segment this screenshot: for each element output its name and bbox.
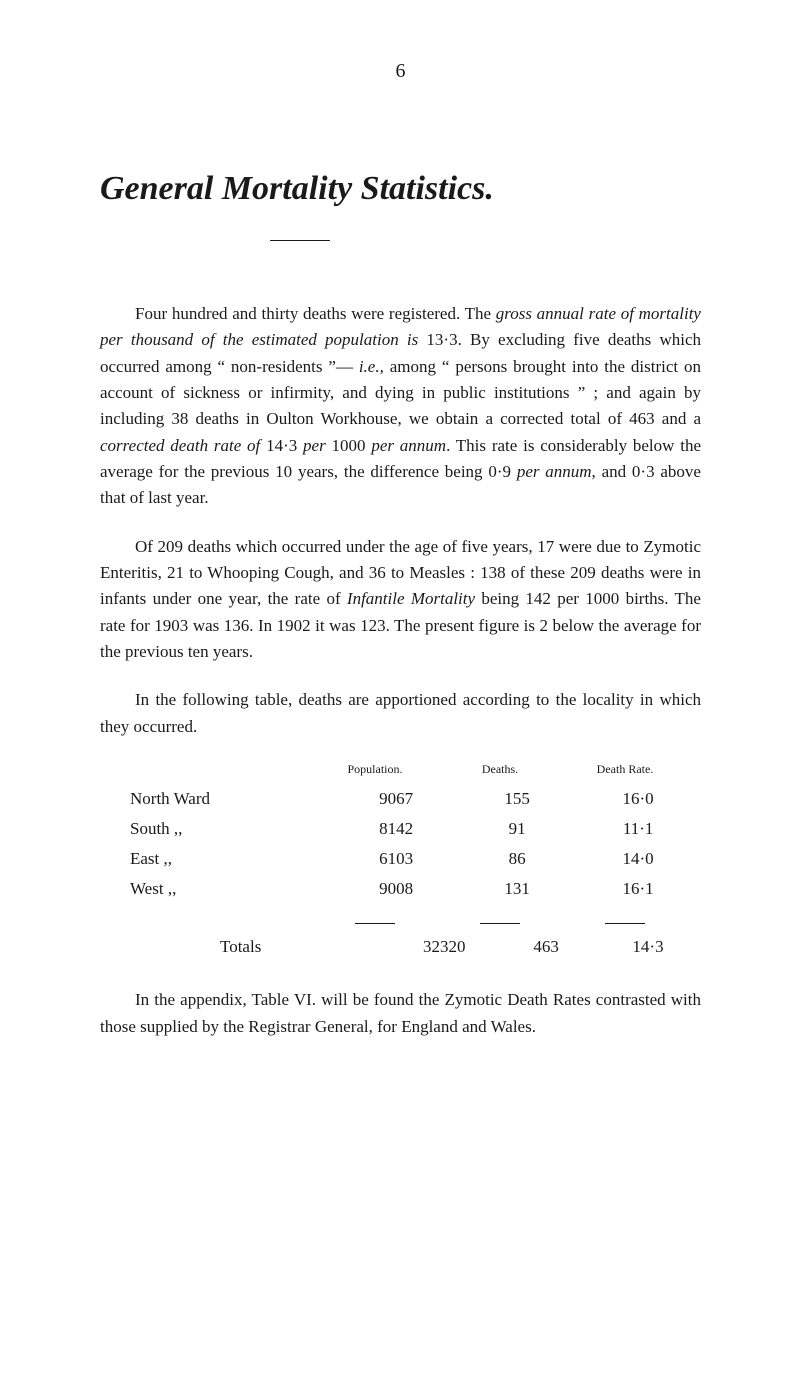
text: 14·3 (260, 436, 303, 455)
row-rate: 11·1 (575, 819, 701, 839)
text-italic: Infantile Mortality (347, 589, 475, 608)
row-deaths: 155 (459, 789, 575, 809)
table-row: South ,, 8142 91 11·1 (100, 819, 701, 839)
row-rate: 16·0 (575, 789, 701, 809)
row-rate: 14·3 (595, 937, 701, 957)
row-deaths: 131 (459, 879, 575, 899)
row-label: North Ward (100, 789, 333, 809)
title-rule (270, 240, 330, 241)
table-header-rate: Death Rate. (560, 762, 690, 777)
paragraph-3: In the following table, deaths are appor… (100, 687, 701, 740)
table-header-population: Population. (310, 762, 440, 777)
rule (355, 923, 395, 924)
row-population: 9008 (333, 879, 459, 899)
table-totals-row: Totals 32320 463 14·3 (100, 937, 701, 957)
row-population: 8142 (333, 819, 459, 839)
paragraph-2: Of 209 deaths which occurred under the a… (100, 534, 701, 666)
table-header-blank (100, 762, 310, 777)
paragraph-4: In the appendix, Table VI. will be found… (100, 987, 701, 1040)
text-italic: per annum (517, 462, 592, 481)
text-italic: corrected death rate of (100, 436, 260, 455)
row-deaths: 86 (459, 849, 575, 869)
text: Four hundred and thirty deaths were regi… (135, 304, 496, 323)
table-row: North Ward 9067 155 16·0 (100, 789, 701, 809)
table-rule-row (100, 909, 701, 929)
row-label: South ,, (100, 819, 333, 839)
row-label: Totals (100, 937, 391, 957)
page-title: General Mortality Statistics. (100, 170, 701, 208)
row-deaths: 91 (459, 819, 575, 839)
text: In the appendix, Table VI. will be found… (100, 990, 701, 1035)
row-rate: 16·1 (575, 879, 701, 899)
text-italic: per annum (371, 436, 446, 455)
table-header-deaths: Deaths. (440, 762, 560, 777)
rule (605, 923, 645, 924)
row-population: 32320 (391, 937, 497, 957)
text: In the following table, deaths are appor… (100, 690, 701, 735)
row-population: 9067 (333, 789, 459, 809)
text-italic: per (303, 436, 326, 455)
row-rate: 14·0 (575, 849, 701, 869)
rule (480, 923, 520, 924)
page: 6 General Mortality Statistics. Four hun… (0, 0, 801, 1393)
row-label: West ,, (100, 879, 333, 899)
text-italic: i.e. (359, 357, 380, 376)
row-label: East ,, (100, 849, 333, 869)
mortality-table: Population. Deaths. Death Rate. North Wa… (100, 762, 701, 957)
row-population: 6103 (333, 849, 459, 869)
row-deaths: 463 (497, 937, 595, 957)
text: 1000 (326, 436, 372, 455)
page-number: 6 (0, 60, 801, 83)
table-row: East ,, 6103 86 14·0 (100, 849, 701, 869)
table-header-row: Population. Deaths. Death Rate. (100, 762, 701, 777)
paragraph-1: Four hundred and thirty deaths were regi… (100, 301, 701, 512)
table-row: West ,, 9008 131 16·1 (100, 879, 701, 899)
